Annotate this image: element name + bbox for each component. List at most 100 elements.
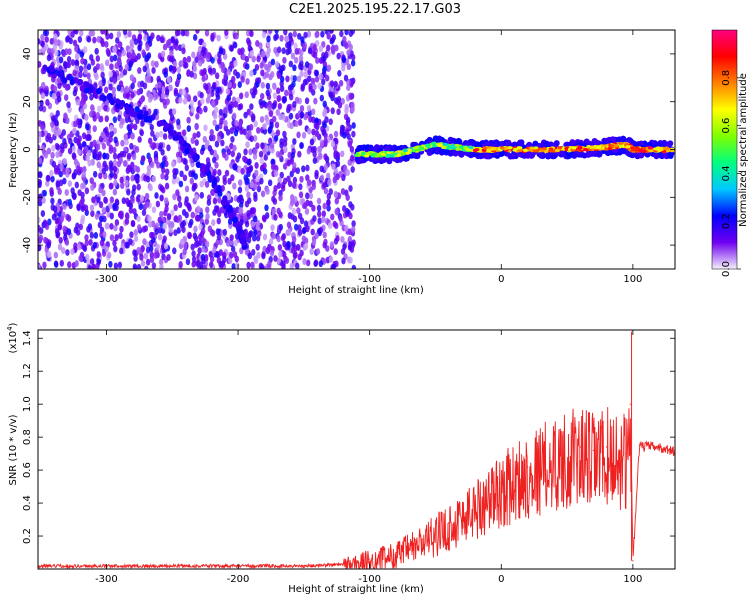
spectrogram-cell (179, 238, 185, 246)
spectrogram-cell (176, 156, 182, 164)
spectrogram-cell (322, 65, 327, 73)
spectrogram-cell (109, 124, 114, 132)
spectrogram-cell (247, 44, 252, 52)
spectrogram-cell (129, 74, 135, 82)
spectrogram-cell (151, 206, 157, 214)
spectrogram-cell (331, 163, 336, 170)
carrier-halo-cell (511, 141, 518, 148)
spectrogram-cell (56, 95, 62, 103)
spectrogram-cell (163, 242, 169, 250)
spectrogram-cell (327, 179, 332, 186)
carrier-core-cell (486, 149, 492, 153)
spectrogram-cell (317, 82, 322, 90)
spectrogram-cell (273, 255, 278, 262)
spectrogram-cell (300, 84, 305, 92)
carrier-core-cell (548, 147, 554, 151)
spectrogram-cell (318, 57, 324, 64)
spectrogram-cell (112, 116, 118, 124)
spectrogram-cell (141, 226, 147, 233)
spectrogram-cell (232, 251, 238, 258)
spectrogram-cell (169, 49, 174, 57)
spectrogram-cell (112, 165, 118, 173)
carrier-halo-cell (368, 155, 375, 162)
spectrogram-cell (205, 213, 210, 220)
spectrogram-cell (67, 198, 73, 206)
spectrogram-cell (343, 74, 349, 82)
spectrogram-cell (154, 60, 159, 68)
spectrogram-cell (292, 138, 297, 145)
spectrogram-cell (311, 238, 317, 246)
carrier-core-cell (647, 146, 653, 150)
spectrogram-cell (143, 252, 149, 260)
spectrogram-cell (276, 235, 281, 243)
spectrogram-cell (216, 34, 221, 42)
carrier-core-cell (442, 142, 448, 146)
spectrogram-cell (226, 240, 231, 247)
spectrogram-cell (38, 61, 42, 68)
spectrogram-cell (341, 257, 346, 265)
spectrogram-cell (253, 191, 258, 199)
spectrogram-cell (222, 228, 228, 236)
spectrogram-cell (44, 36, 49, 43)
spectrogram-cell (335, 160, 341, 168)
carrier-halo-cell (620, 135, 627, 142)
spectrogram-cell (313, 259, 319, 267)
spectrogram-cell (226, 94, 232, 102)
spectrogram-cell (130, 161, 135, 169)
spectrogram-cell (169, 221, 175, 229)
spectrogram-cell (233, 239, 238, 247)
spectrogram-cell (188, 170, 193, 178)
spectrogram-cell (255, 175, 260, 183)
spectrogram-cell (81, 182, 87, 189)
spectrogram-cell (135, 195, 141, 203)
spectrogram-cell (312, 83, 317, 91)
spectrogram-cell (284, 257, 290, 264)
spectrogram-cell (149, 251, 154, 259)
spectrogram-cell (74, 260, 79, 267)
snr-data-point (395, 551, 397, 554)
spectrogram-cell (93, 232, 99, 239)
carrier-core-cell (630, 147, 636, 152)
spectrogram-cell (227, 81, 233, 89)
spectrogram-cell (233, 129, 239, 137)
spectrogram-cell (291, 235, 297, 243)
spectrogram-cell (60, 146, 65, 154)
carrier-halo-cell (443, 148, 450, 155)
spectrogram-cell (296, 131, 301, 139)
spectrogram-cell (157, 233, 163, 241)
spectrogram-cell (210, 32, 215, 40)
spectrogram-cell (298, 191, 304, 199)
spectrogram-cell (62, 60, 68, 68)
spectrogram-cell (226, 68, 231, 76)
spectrogram-cell (291, 181, 297, 189)
spectrogram-cell (328, 30, 334, 34)
spectrogram-cell (230, 150, 235, 158)
spectrogram-cell (279, 171, 284, 179)
spectrogram-cell (300, 36, 305, 44)
spectrogram-cell (232, 163, 237, 171)
spectrogram-cell (190, 243, 195, 251)
spectrogram-cell (67, 147, 73, 155)
spectrogram-cell (42, 261, 47, 269)
spectrogram-cell (79, 108, 85, 115)
spectrogram-cell (314, 130, 320, 137)
carrier-core-cell (370, 152, 376, 156)
spectrogram-cell (86, 72, 91, 80)
spectrogram-cell (138, 40, 143, 48)
spectrogram-cell (74, 59, 79, 67)
carrier-core-cell (419, 147, 424, 151)
spectrogram-cell (334, 44, 339, 52)
spectrogram-cell (295, 243, 301, 251)
spectrogram-cell (193, 95, 198, 103)
spectrogram-cell (320, 30, 325, 38)
spectrogram-cell (348, 43, 353, 51)
carrier-core-cell (380, 152, 386, 156)
spectrogram-cell (132, 263, 138, 269)
spectrogram-cell (277, 102, 283, 110)
spectrogram-cell (158, 130, 164, 138)
spectrogram-cell (189, 99, 195, 107)
spectrogram-cell (347, 141, 353, 148)
spectrogram-cell (212, 156, 217, 164)
spectrogram-cell (38, 196, 41, 204)
